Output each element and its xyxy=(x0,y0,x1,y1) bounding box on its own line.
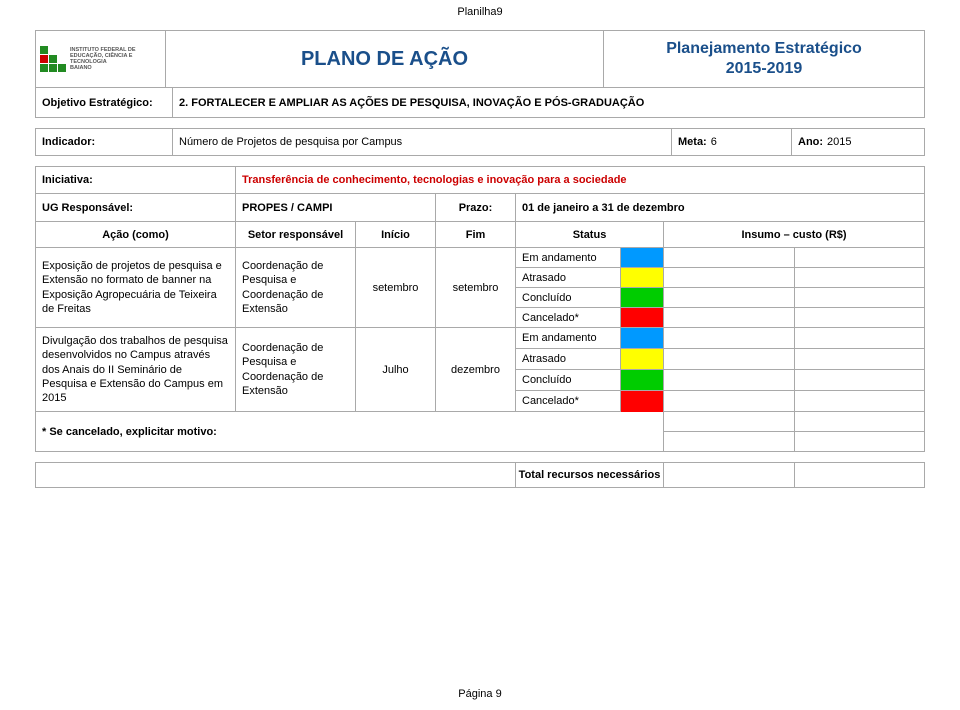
status-cancelado: Cancelado* xyxy=(516,308,621,327)
action-description: Exposição de projetos de pesquisa e Exte… xyxy=(36,248,236,327)
total-row: Total recursos necessários xyxy=(35,462,925,488)
action-row: Divulgação dos trabalhos de pesquisa des… xyxy=(35,328,925,412)
status-concluido: Concluído xyxy=(516,288,621,307)
status-em-andamento: Em andamento xyxy=(516,328,621,348)
swatch-cancelado xyxy=(621,308,663,327)
iniciativa-label: Iniciativa: xyxy=(36,167,236,193)
swatch-cancelado xyxy=(621,391,663,411)
swatch-em-andamento xyxy=(621,248,663,267)
action-start: setembro xyxy=(356,248,436,327)
indicator-label: Indicador: xyxy=(36,129,173,155)
col-inicio-header: Início xyxy=(356,222,436,247)
total-label: Total recursos necessários xyxy=(516,463,664,487)
ug-label: UG Responsável: xyxy=(36,194,236,221)
ano-cell: Ano:2015 xyxy=(792,129,924,155)
action-status-column: Em andamentoAtrasadoConcluídoCancelado* xyxy=(516,328,664,411)
objective-row: Objetivo Estratégico: 2. FORTALECER E AM… xyxy=(35,88,925,118)
iniciativa-value: Transferência de conhecimento, tecnologi… xyxy=(236,167,924,193)
action-sector: Coordenação de Pesquisa e Coordenação de… xyxy=(236,248,356,327)
ug-value: PROPES / CAMPI xyxy=(236,194,436,221)
status-atrasado: Atrasado xyxy=(516,349,621,369)
status-atrasado: Atrasado xyxy=(516,268,621,287)
objective-label: Objetivo Estratégico: xyxy=(36,88,173,117)
col-acao-header: Ação (como) xyxy=(36,222,236,247)
total-right-empty xyxy=(664,463,924,487)
logo-cell: INSTITUTO FEDERAL DE EDUCAÇÃO, CIÊNCIA E… xyxy=(36,31,166,87)
total-left-empty xyxy=(36,463,516,487)
swatch-em-andamento xyxy=(621,328,663,348)
action-insumo-column xyxy=(664,248,924,327)
action-start: Julho xyxy=(356,328,436,411)
action-header-row: Ação (como) Setor responsável Início Fim… xyxy=(35,222,925,248)
logo-icon: INSTITUTO FEDERAL DE EDUCAÇÃO, CIÊNCIA E… xyxy=(40,46,161,72)
cancel-note-label: * Se cancelado, explicitar motivo: xyxy=(36,412,664,451)
swatch-concluido xyxy=(621,288,663,307)
swatch-atrasado xyxy=(621,268,663,287)
swatch-atrasado xyxy=(621,349,663,369)
prazo-value: 01 de janeiro a 31 de dezembro xyxy=(516,194,924,221)
action-status-column: Em andamentoAtrasadoConcluídoCancelado* xyxy=(516,248,664,327)
swatch-concluido xyxy=(621,370,663,390)
main-content: INSTITUTO FEDERAL DE EDUCAÇÃO, CIÊNCIA E… xyxy=(15,24,945,488)
prazo-label: Prazo: xyxy=(436,194,516,221)
indicator-row: Indicador: Número de Projetos de pesquis… xyxy=(35,128,925,156)
objective-value: 2. FORTALECER E AMPLIAR AS AÇÕES DE PESQ… xyxy=(173,88,924,117)
col-insumo-header: Insumo – custo (R$) xyxy=(664,222,924,247)
action-insumo-column xyxy=(664,328,924,411)
status-cancelado: Cancelado* xyxy=(516,391,621,411)
title-row: INSTITUTO FEDERAL DE EDUCAÇÃO, CIÊNCIA E… xyxy=(35,30,925,88)
action-sector: Coordenação de Pesquisa e Coordenação de… xyxy=(236,328,356,411)
sheet-header: Planilha9 xyxy=(0,0,960,24)
status-concluido: Concluído xyxy=(516,370,621,390)
action-end: setembro xyxy=(436,248,516,327)
title-plano: PLANO DE AÇÃO xyxy=(166,31,604,87)
action-end: dezembro xyxy=(436,328,516,411)
cancel-note-row: * Se cancelado, explicitar motivo: xyxy=(35,412,925,452)
iniciativa-row: Iniciativa: Transferência de conheciment… xyxy=(35,166,925,194)
page-footer: Página 9 xyxy=(0,688,960,710)
col-setor-header: Setor responsável xyxy=(236,222,356,247)
action-description: Divulgação dos trabalhos de pesquisa des… xyxy=(36,328,236,411)
action-row: Exposição de projetos de pesquisa e Exte… xyxy=(35,248,925,328)
ug-row: UG Responsável: PROPES / CAMPI Prazo: 01… xyxy=(35,194,925,222)
col-status-header: Status xyxy=(516,222,664,247)
indicator-value: Número de Projetos de pesquisa por Campu… xyxy=(173,129,672,155)
status-em-andamento: Em andamento xyxy=(516,248,621,267)
meta-cell: Meta:6 xyxy=(672,129,792,155)
title-strategic: Planejamento Estratégico 2015-2019 xyxy=(604,31,924,87)
col-fim-header: Fim xyxy=(436,222,516,247)
